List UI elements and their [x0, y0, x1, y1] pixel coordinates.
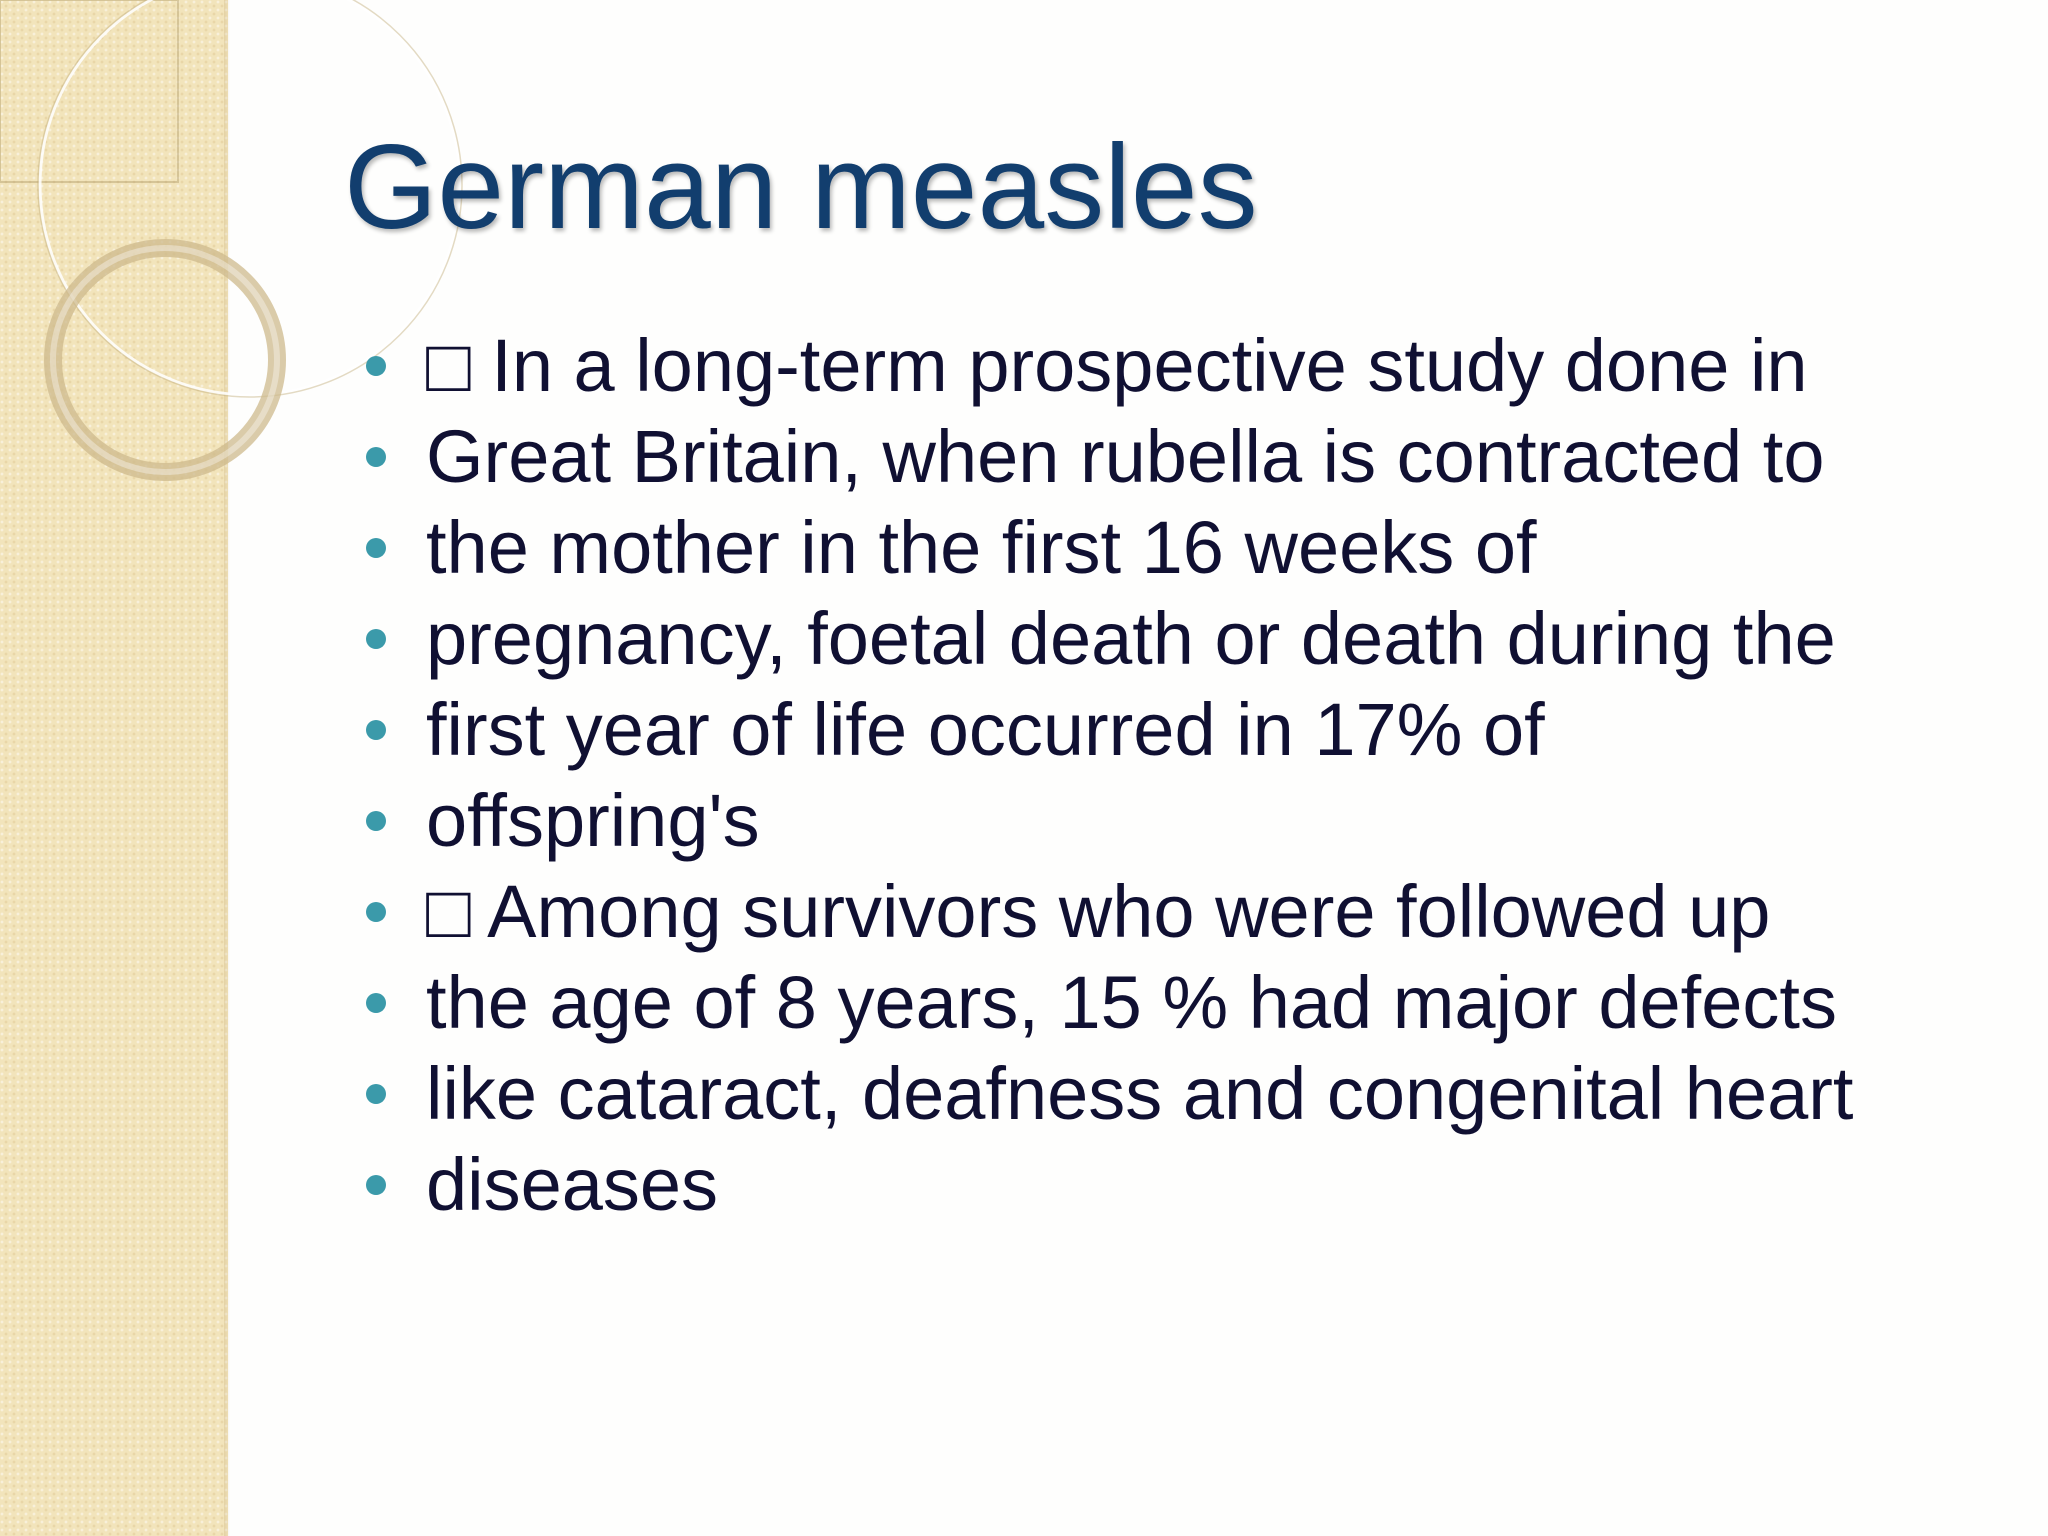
decorative-circles-icon [0, 0, 463, 481]
bullet-text: the age of 8 years, 15 % had major defec… [426, 961, 1837, 1044]
bullet-dot-icon [366, 811, 386, 831]
bullet-dot-icon [366, 1084, 386, 1104]
bullet-text: the mother in the first 16 weeks of [426, 506, 1537, 589]
bullet-dot-icon [366, 447, 386, 467]
bullet-text: like cataract, deafness and congenital h… [426, 1052, 1854, 1135]
bullet-text: offspring's [426, 779, 760, 862]
bullet-text: first year of life occurred in 17% of [426, 688, 1545, 771]
bullet-dot-icon [366, 629, 386, 649]
bullet-dot-icon [366, 538, 386, 558]
bullet-dot-icon [366, 1175, 386, 1195]
side-band-edge [224, 0, 230, 1536]
bullet-text: □ Among survivors who were followed up [426, 870, 1771, 953]
bullet-text: pregnancy, foetal death or death during … [426, 597, 1836, 680]
bullet-text: diseases [426, 1143, 719, 1226]
bullet-dot-icon [366, 720, 386, 740]
bullet-dot-icon [366, 356, 386, 376]
slide-title: German measles [344, 120, 1258, 254]
bullet-text: Great Britain, when rubella is contracte… [426, 415, 1825, 498]
bullet-text: □ In a long-term prospective study done … [426, 324, 1808, 407]
bullet-dot-icon [366, 993, 386, 1013]
bullet-dot-icon [366, 902, 386, 922]
